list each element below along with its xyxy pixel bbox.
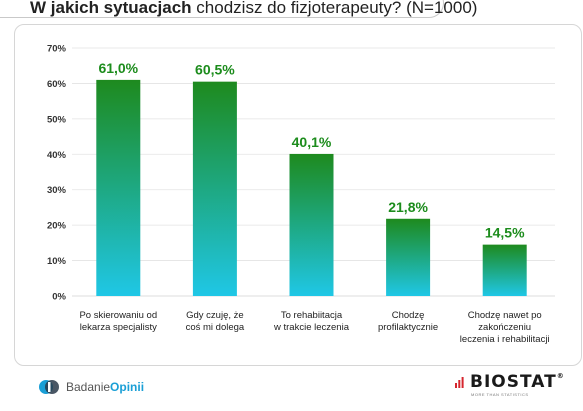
y-tick-label: 20% (47, 221, 67, 232)
title-bold: W jakich sytuacjach (30, 0, 192, 17)
category-label-line: Chodzę (392, 310, 425, 321)
y-tick-label: 10% (47, 256, 67, 267)
y-tick-label: 40% (47, 150, 67, 161)
bar-value-label: 21,8% (388, 199, 428, 215)
category-label-line: Gdy czuję, że (186, 310, 244, 321)
category-label: Chodzę nawet po zakończeniu leczenia i reh… (460, 310, 550, 345)
category-label-line: lekarza specjalisty (80, 322, 157, 333)
category-label-line: leczenia i rehabilitacji (460, 334, 550, 345)
logo-left-prefix: Badanie (66, 380, 111, 394)
category-label-line: To rehabiitacja (281, 310, 343, 321)
category-label: To rehabiitacja w trakcie leczenia (273, 310, 350, 333)
bar (192, 81, 237, 297)
bar-value-label: 61,0% (98, 60, 138, 76)
badanie-opinii-logo: BadanieOpinii (38, 376, 144, 398)
y-tick-label: 50% (47, 114, 67, 125)
bar-value-label: 14,5% (485, 225, 525, 241)
category-label: Chodzę profilaktycznie (378, 310, 438, 333)
bar-value-label: 60,5% (195, 62, 235, 78)
category-label-line: profilaktycznie (378, 322, 438, 333)
biostat-brand: BIOSTAT (470, 372, 557, 392)
category-label-line: Chodzę nawet po (468, 310, 542, 321)
biostat-logo: BIOSTAT® MORE THAN STATISTICS (455, 372, 565, 397)
badanie-opinii-mark-icon (39, 380, 59, 394)
bar (482, 244, 527, 296)
biostat-tagline: MORE THAN STATISTICS (471, 392, 529, 397)
bar-chart: 0% 10% 20% 30% 40% 50% 60% 70% 61,0% 60,5% 40,1% 2… (47, 44, 555, 345)
category-label-line: Po skierowaniu od (79, 310, 157, 321)
y-tick-label: 60% (47, 79, 67, 90)
chart-title: W jakich sytuacjach chodzisz do fizjoter… (30, 0, 477, 18)
y-tick-label: 30% (47, 185, 67, 196)
logo-left-strong: Opinii (110, 380, 145, 394)
y-tick-label: 0% (52, 292, 66, 303)
category-label-line: w trakcie leczenia (273, 322, 350, 333)
bar (386, 218, 431, 296)
biostat-bars-icon (455, 377, 464, 388)
category-label-line: zakończeniu (478, 322, 531, 333)
category-label: Po skierowaniu od lekarza specjalisty (79, 310, 157, 333)
category-label-line: coś mi dolega (186, 322, 245, 333)
biostat-reg: ® (556, 372, 565, 380)
bar-value-label: 40,1% (292, 134, 332, 150)
bar (289, 153, 334, 296)
y-tick-label: 70% (47, 44, 67, 55)
title-rest: chodzisz do fizjoterapeuty? (N=1000) (191, 0, 478, 17)
bar (96, 79, 141, 296)
category-label: Gdy czuję, że coś mi dolega (186, 310, 245, 333)
